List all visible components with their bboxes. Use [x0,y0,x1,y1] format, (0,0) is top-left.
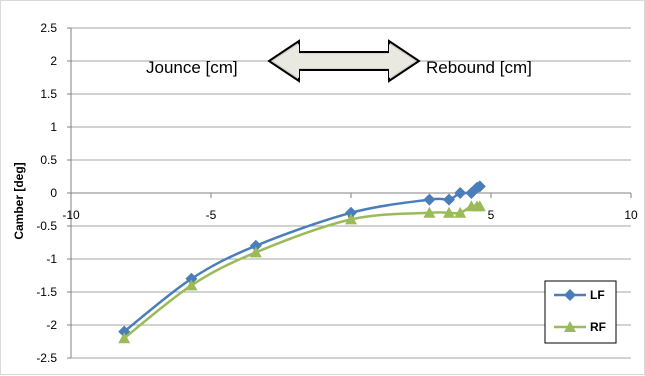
legend-label-lf: LF [590,288,605,302]
y-tick-label: -2.5 [36,351,57,365]
y-tick-label: 2.5 [40,21,57,35]
legend-marker-lf [564,289,576,301]
y-axis-label: Camber [deg] [12,162,26,239]
legend-marker-rf [564,321,576,332]
y-tick-label: 1.5 [40,87,57,101]
double-arrow-icon [267,39,421,83]
x-tick-label: 10 [624,208,638,222]
legend: LF RF [544,280,617,344]
legend-label-rf: RF [590,320,606,334]
data-point-rf [118,332,131,344]
data-point-rf [185,279,198,291]
series-layer [118,180,486,344]
data-point-lf [249,239,262,252]
data-point-lf [345,206,357,219]
data-point-lf [454,187,467,199]
y-tick-label: 0 [50,186,57,200]
data-point-rf [473,200,486,212]
y-tick-label: -1.5 [36,285,57,299]
data-point-rf [443,206,455,218]
y-tick-label: -0.5 [36,219,57,233]
data-point-rf [345,213,357,225]
x-tick-label: 5 [488,208,495,222]
axis-layer [67,27,632,359]
y-tick-label: 0.5 [40,153,57,167]
data-point-lf [423,193,436,206]
jounce-annotation: Jounce [cm] [146,58,238,77]
y-tick-label: -2 [46,318,57,332]
data-point-rf [249,246,262,258]
y-tick-label: -1 [46,252,57,266]
data-point-lf [473,180,486,193]
data-point-rf [454,206,467,218]
tick-layer: 2.521.510.50-0.5-1-1.5-2-2.5-10-50510 [36,21,638,365]
y-tick-label: 1 [50,120,57,134]
x-tick-label: -10 [62,208,80,222]
rebound-annotation: Rebound [cm] [426,58,532,77]
data-point-lf [443,193,455,206]
data-point-rf [423,206,436,218]
data-point-lf [185,272,198,285]
y-tick-label: 2 [50,54,57,68]
x-tick-label: -5 [206,208,217,222]
